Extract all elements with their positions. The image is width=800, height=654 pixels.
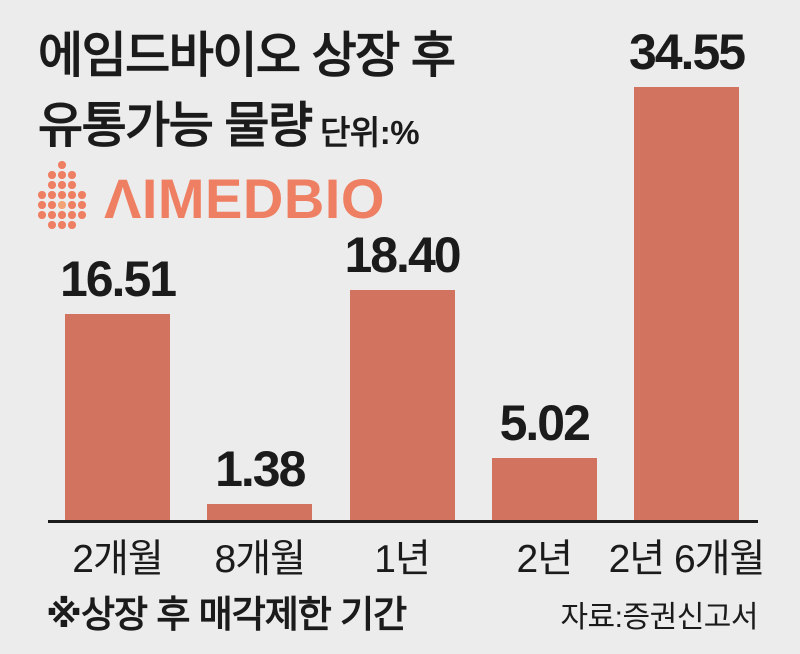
logo-dot <box>58 191 66 199</box>
chart-title-line2: 유통가능 물량 <box>38 99 313 153</box>
logo-dot <box>58 181 66 189</box>
bar-value-label: 5.02 <box>499 395 591 451</box>
logo-dot <box>48 181 56 189</box>
x-axis-label: 1년 <box>374 538 431 581</box>
bar-value-label: 16.51 <box>59 251 177 307</box>
chart-title-line1: 에임드바이오 상장 후 <box>38 29 456 83</box>
source-label: 자료:증권신고서 <box>560 601 758 634</box>
logo-dot <box>58 221 66 229</box>
unit-label: 단위:% <box>320 114 420 151</box>
logo-dot <box>38 191 46 199</box>
bar-value-label: 34.55 <box>628 24 746 80</box>
logo-dot <box>68 211 76 219</box>
footnote: ※상장 후 매각제한 기간 <box>46 594 407 635</box>
logo-dot <box>58 211 66 219</box>
bar-2개월 <box>65 314 170 521</box>
bar-8개월 <box>207 504 313 521</box>
bar-1년 <box>349 290 455 521</box>
logo-dot <box>78 191 86 199</box>
logo-dot <box>58 161 66 169</box>
logo-dot <box>48 211 56 219</box>
logo-dot <box>48 191 56 199</box>
bar-value-label: 18.40 <box>344 227 461 283</box>
logo-dot <box>78 211 86 219</box>
logo-dot <box>38 211 46 219</box>
logo-dot <box>58 171 66 179</box>
logo-dot <box>38 201 46 209</box>
logo-dot <box>58 201 66 209</box>
logo-dot <box>68 191 76 199</box>
logo-dot <box>78 201 86 209</box>
bar-2년 <box>491 458 597 521</box>
aimedbio-logo-text: ΛIMEDBIO <box>104 167 385 230</box>
logo-dot <box>68 171 76 179</box>
x-axis-label: 8개월 <box>214 538 306 581</box>
logo-dot <box>68 181 76 189</box>
bar-2년 6개월 <box>634 87 739 521</box>
logo-dot <box>48 221 56 229</box>
x-axis-label: 2년 6개월 <box>608 538 766 581</box>
aimedbio-dots-icon <box>38 161 86 229</box>
logo-dot <box>48 201 56 209</box>
logo-dot <box>68 201 76 209</box>
x-axis-line <box>48 520 758 523</box>
bar-value-label: 1.38 <box>215 441 306 497</box>
x-axis-label: 2년 <box>516 538 573 581</box>
logo-dot <box>68 221 76 229</box>
logo-dot <box>48 171 56 179</box>
x-axis-label: 2개월 <box>72 538 163 581</box>
